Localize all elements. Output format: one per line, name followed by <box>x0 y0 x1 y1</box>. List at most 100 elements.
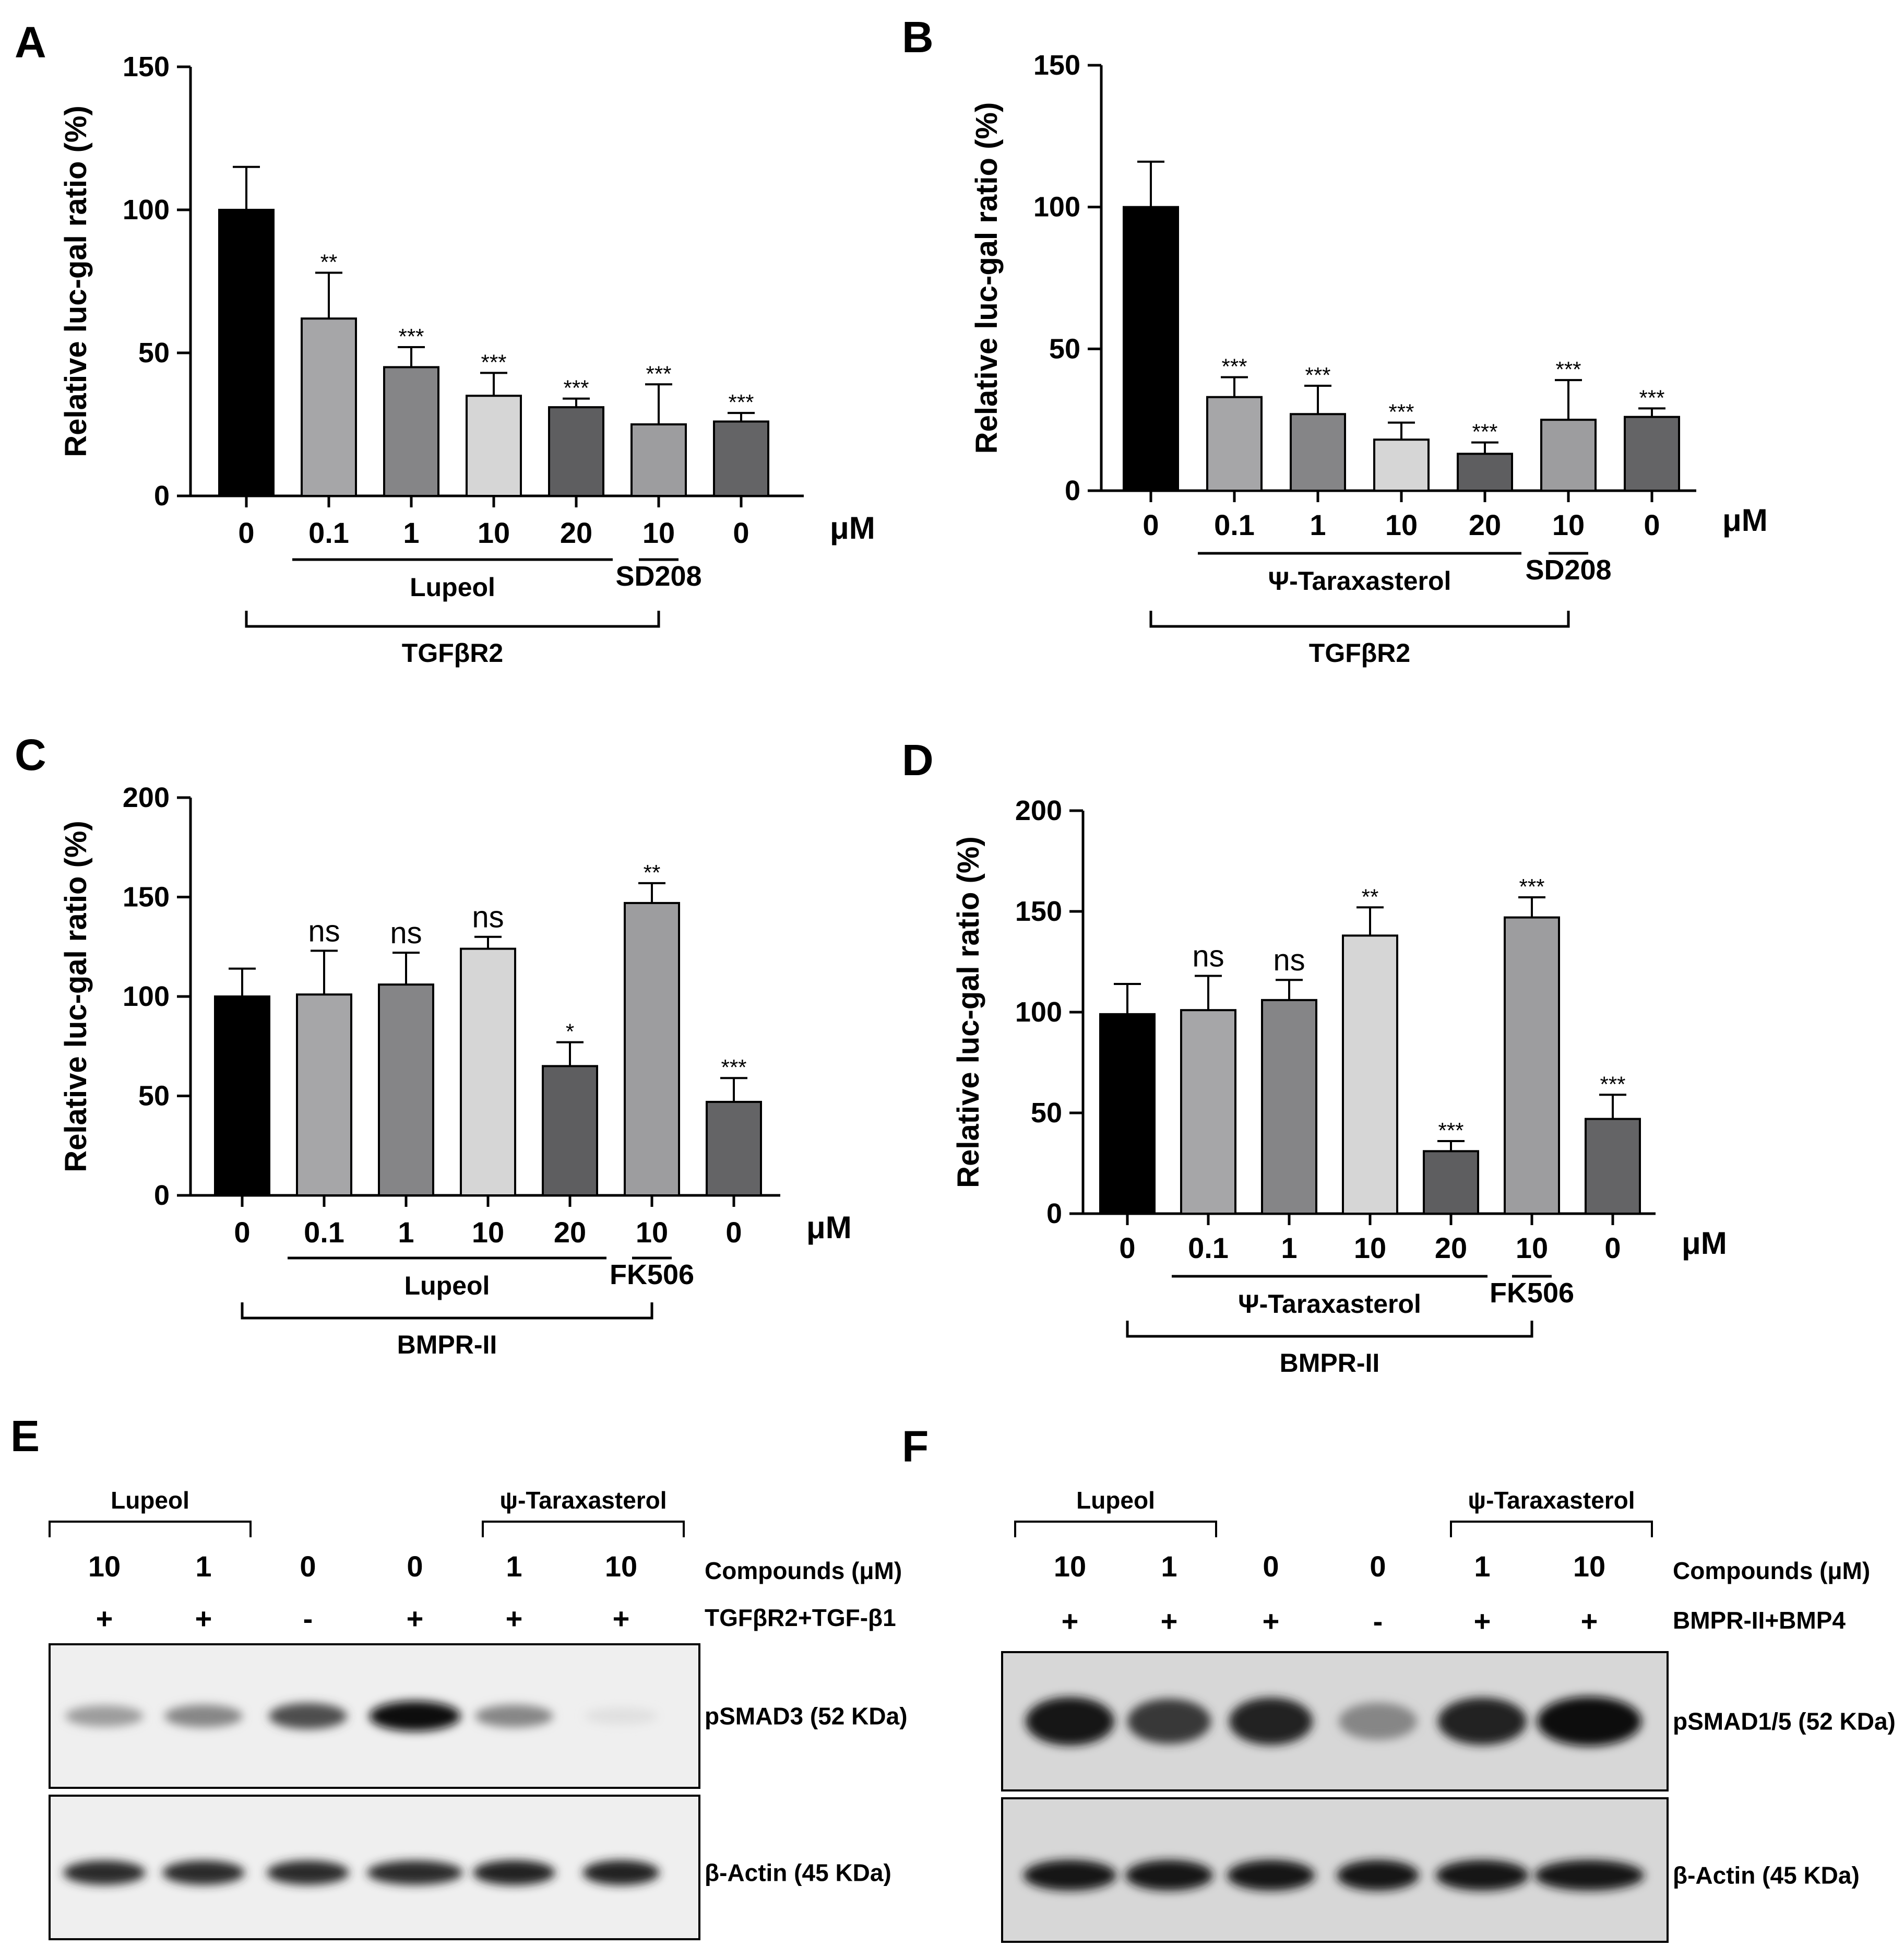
bar <box>542 1065 598 1196</box>
lane-dose: 0 <box>1263 1550 1279 1583</box>
y-tick-label: 0 <box>1046 1198 1062 1229</box>
significance-label: *** <box>1305 363 1330 387</box>
bar <box>1290 413 1346 492</box>
lane-dose: 10 <box>1573 1550 1605 1583</box>
lane-treatment: + <box>96 1602 113 1635</box>
y-tick-label: 100 <box>123 981 170 1012</box>
y-tick-label: 100 <box>1015 996 1062 1028</box>
lane-treatment: + <box>1263 1605 1280 1638</box>
panel-label: B <box>902 13 934 62</box>
band1-label: pSMAD1/5 (52 KDa) <box>1673 1708 1896 1735</box>
lane-dose: 0 <box>1370 1550 1386 1583</box>
receptor-label: BMPR-II <box>397 1330 497 1359</box>
x-tick-label: 20 <box>560 516 592 549</box>
band1-band <box>1229 1698 1313 1745</box>
y-tick-label: 200 <box>123 782 170 813</box>
x-tick-label: 10 <box>642 516 675 549</box>
significance-label: *** <box>481 350 506 374</box>
x-tick-label: 1 <box>1281 1231 1297 1264</box>
x-tick-label: 0 <box>1644 508 1660 541</box>
lane-treatment: + <box>1474 1605 1491 1638</box>
bar <box>1624 416 1680 492</box>
x-tick-label: 10 <box>1516 1231 1548 1264</box>
band2-band <box>1023 1860 1117 1891</box>
x-tick-label: 10 <box>478 516 510 549</box>
lane-treatment: + <box>195 1602 212 1635</box>
band2-band <box>162 1860 245 1885</box>
treatment-label: TGFβR2+TGF-β1 <box>705 1604 896 1631</box>
x-tick-label: 0 <box>238 516 254 549</box>
x-tick-label: 20 <box>1435 1231 1467 1264</box>
bar <box>301 317 357 497</box>
band1-band <box>1537 1696 1641 1746</box>
significance-label: *** <box>728 390 754 414</box>
blot-panel-f: F Lupeol ψ-Taraxasterol 10 +1 +0 +0 - 1 +10 + Compo… <box>902 1422 1896 1943</box>
panel-label: D <box>902 735 934 785</box>
bar <box>1540 419 1597 492</box>
left-compound-label: Lupeol <box>111 1487 189 1514</box>
bar <box>383 366 439 497</box>
y-tick-label: 50 <box>1031 1097 1062 1129</box>
significance-label: *** <box>1438 1118 1463 1143</box>
band2-band <box>367 1860 463 1885</box>
unit-label: μM <box>806 1210 852 1245</box>
lane-treatment: - <box>1373 1605 1383 1638</box>
bar <box>1585 1118 1641 1215</box>
group-label: Ψ-Taraxasterol <box>1268 566 1451 596</box>
significance-label: *** <box>563 376 589 400</box>
bar <box>1504 916 1560 1215</box>
x-tick-label: 0.1 <box>304 1216 344 1249</box>
receptor-label: BMPR-II <box>1280 1348 1380 1378</box>
significance-label: *** <box>646 361 671 386</box>
band2-band <box>1534 1860 1644 1891</box>
bar <box>630 423 687 497</box>
band2-label: β-Actin (45 KDa) <box>1673 1862 1860 1889</box>
group-label: SD208 <box>615 561 701 592</box>
bar <box>1423 1150 1479 1215</box>
band1-band <box>1339 1702 1417 1740</box>
significance-label: * <box>566 1019 574 1044</box>
significance-label: ** <box>1362 884 1379 909</box>
right-compound-label: ψ-Taraxasterol <box>1468 1487 1635 1514</box>
significance-label: ns <box>1192 940 1224 974</box>
compounds-axis-label: Compounds (μM) <box>1673 1557 1870 1584</box>
x-tick-label: 1 <box>403 516 419 549</box>
lane-treatment: + <box>407 1602 424 1635</box>
x-tick-label: 10 <box>636 1216 668 1249</box>
y-axis-title: Relative luc-gal ratio (%) <box>59 821 93 1172</box>
x-tick-label: 0 <box>1604 1231 1621 1264</box>
x-tick-label: 20 <box>554 1216 586 1249</box>
lane-treatment: + <box>1062 1605 1079 1638</box>
left-compound-bracket <box>1014 1521 1217 1537</box>
y-tick-label: 150 <box>123 882 170 913</box>
bar <box>296 993 352 1196</box>
x-tick-label: 10 <box>1552 508 1585 541</box>
x-tick-label: 0 <box>1119 1231 1135 1264</box>
significance-label: *** <box>721 1055 746 1079</box>
group-label: Lupeol <box>410 573 495 602</box>
significance-label: *** <box>398 324 424 349</box>
y-tick-label: 100 <box>123 194 170 226</box>
group-label: Ψ-Taraxasterol <box>1238 1289 1421 1319</box>
compounds-axis-label: Compounds (μM) <box>705 1557 902 1584</box>
x-tick-label: 0 <box>1143 508 1159 541</box>
receptor-bracket <box>1149 611 1570 628</box>
bar <box>1373 438 1430 492</box>
unit-label: μM <box>1682 1226 1727 1261</box>
bar <box>1457 453 1513 492</box>
group-label: FK506 <box>610 1259 694 1290</box>
bar <box>218 209 275 497</box>
x-tick-label: 10 <box>472 1216 504 1249</box>
band2-band <box>1227 1860 1315 1891</box>
significance-label: *** <box>1472 420 1497 444</box>
x-tick-label: 10 <box>1385 508 1418 541</box>
y-tick-label: 0 <box>1065 475 1080 506</box>
bar <box>1342 934 1398 1215</box>
panel-label: A <box>15 18 46 67</box>
significance-label: ns <box>472 900 504 934</box>
x-tick-label: 10 <box>1354 1231 1386 1264</box>
bar <box>214 995 270 1196</box>
x-tick-label: 1 <box>1310 508 1326 541</box>
